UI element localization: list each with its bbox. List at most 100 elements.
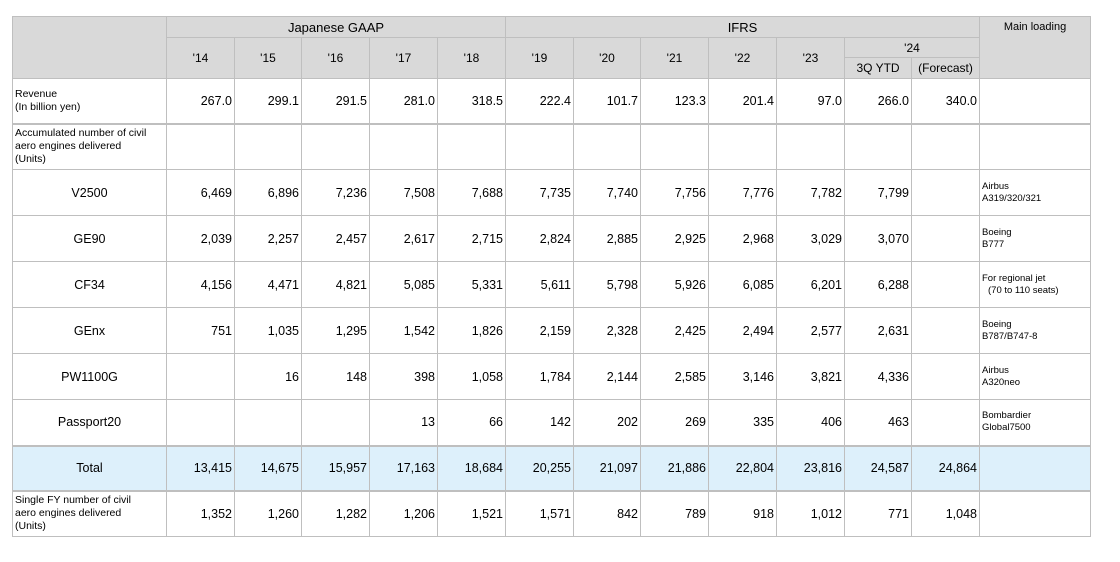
- revenue-value: 101.7: [573, 78, 641, 125]
- revenue-value: 299.1: [234, 78, 302, 125]
- engine-value: 398: [369, 353, 438, 400]
- single-fy-value: 1,282: [301, 490, 370, 537]
- engine-value: 5,798: [573, 261, 641, 308]
- engine-row: V2500 6,469 6,896 7,236 7,508 7,688 7,735 7,740…: [12, 169, 1091, 216]
- engine-value: 7,688: [437, 169, 506, 216]
- engine-value: 13: [369, 399, 438, 446]
- engine-value: 7,756: [640, 169, 709, 216]
- total-value: 21,097: [573, 444, 641, 492]
- engine-value: 2,585: [640, 353, 709, 400]
- engine-value: [911, 169, 980, 216]
- engine-row: CF34 4,156 4,471 4,821 5,085 5,331 5,611 5,798 5…: [12, 261, 1091, 308]
- engine-value: 751: [166, 307, 235, 354]
- engine-value: 7,735: [505, 169, 574, 216]
- revenue-label: Revenue (In billion yen): [12, 78, 167, 125]
- total-row: Total 13,415 14,675 15,957 17,163 18,684…: [12, 444, 1091, 492]
- single-fy-value: 842: [573, 490, 641, 537]
- main-loading-note: Airbus A319/320/321: [979, 169, 1091, 216]
- engine-name: CF34: [12, 261, 167, 308]
- engine-value: 16: [234, 353, 302, 400]
- engine-value: 1,784: [505, 353, 574, 400]
- single-fy-label: Single FY number of civil aero engines d…: [12, 490, 167, 537]
- engine-value: 7,508: [369, 169, 438, 216]
- engine-value: 2,144: [573, 353, 641, 400]
- engine-value: 5,331: [437, 261, 506, 308]
- engine-value: 5,926: [640, 261, 709, 308]
- total-value: 21,886: [640, 444, 709, 492]
- engine-name: GE90: [12, 215, 167, 262]
- total-value: 23,816: [776, 444, 845, 492]
- engine-name: GEnx: [12, 307, 167, 354]
- revenue-value: 267.0: [166, 78, 235, 125]
- engine-value: 2,715: [437, 215, 506, 262]
- total-value: 24,864: [911, 444, 980, 492]
- engine-value: 1,542: [369, 307, 438, 354]
- engine-value: 2,631: [844, 307, 912, 354]
- single-fy-value: 1,352: [166, 490, 235, 537]
- engine-name: Passport20: [12, 399, 167, 446]
- engine-value: 2,494: [708, 307, 777, 354]
- year-header: '16: [301, 37, 370, 79]
- engine-row: Passport20 13 66 142 202 269 335 406 463 Bombardi…: [12, 399, 1091, 446]
- engine-value: 3,146: [708, 353, 777, 400]
- engine-delivery-table: Japanese GAAP IFRS Main loading '14 '15 …: [12, 16, 1091, 537]
- engine-value: 2,159: [505, 307, 574, 354]
- engine-value: 6,201: [776, 261, 845, 308]
- year-24-header: '24: [844, 37, 980, 58]
- engine-value: [234, 399, 302, 446]
- engine-row: GEnx 751 1,035 1,295 1,542 1,826 2,159 2,328 2,4…: [12, 307, 1091, 354]
- revenue-value: 318.5: [437, 78, 506, 125]
- engine-value: 6,288: [844, 261, 912, 308]
- engine-value: 2,617: [369, 215, 438, 262]
- accumulated-label: Accumulated number of civil aero engines…: [12, 123, 167, 170]
- engine-value: 4,821: [301, 261, 370, 308]
- engine-value: 2,328: [573, 307, 641, 354]
- total-value: 20,255: [505, 444, 574, 492]
- single-fy-value: 1,571: [505, 490, 574, 537]
- main-loading-note: Bombardier Global7500: [979, 399, 1091, 446]
- year-header: '18: [437, 37, 506, 79]
- single-fy-value: 1,206: [369, 490, 438, 537]
- engine-name: PW1100G: [12, 353, 167, 400]
- engine-value: 7,776: [708, 169, 777, 216]
- engine-value: [166, 353, 235, 400]
- engine-value: 2,257: [234, 215, 302, 262]
- engine-value: 2,039: [166, 215, 235, 262]
- revenue-value: 340.0: [911, 78, 980, 125]
- engine-value: 2,968: [708, 215, 777, 262]
- engine-value: 2,824: [505, 215, 574, 262]
- engine-value: 1,058: [437, 353, 506, 400]
- year-header: '23: [776, 37, 845, 79]
- engine-name: V2500: [12, 169, 167, 216]
- engine-value: [911, 399, 980, 446]
- engine-value: 269: [640, 399, 709, 446]
- total-value: 24,587: [844, 444, 912, 492]
- engine-value: 1,035: [234, 307, 302, 354]
- engine-value: 66: [437, 399, 506, 446]
- gaap-header: Japanese GAAP: [166, 16, 506, 38]
- single-fy-value: 1,521: [437, 490, 506, 537]
- total-value: 18,684: [437, 444, 506, 492]
- single-fy-row: Single FY number of civil aero engines d…: [12, 490, 1091, 537]
- engine-value: 335: [708, 399, 777, 446]
- engine-value: 1,826: [437, 307, 506, 354]
- engine-value: 2,457: [301, 215, 370, 262]
- forecast-header: (Forecast): [911, 57, 980, 79]
- engine-value: 4,336: [844, 353, 912, 400]
- engine-value: 5,611: [505, 261, 574, 308]
- accumulated-header-row: Accumulated number of civil aero engines…: [12, 123, 1091, 170]
- engine-value: 7,740: [573, 169, 641, 216]
- year-header: '17: [369, 37, 438, 79]
- revenue-value: 281.0: [369, 78, 438, 125]
- engine-value: [911, 261, 980, 308]
- engine-value: 463: [844, 399, 912, 446]
- single-fy-value: 789: [640, 490, 709, 537]
- year-header: '22: [708, 37, 777, 79]
- engine-value: 5,085: [369, 261, 438, 308]
- engine-value: [301, 399, 370, 446]
- engine-value: 202: [573, 399, 641, 446]
- engine-value: 2,925: [640, 215, 709, 262]
- engine-value: [911, 215, 980, 262]
- engine-value: 406: [776, 399, 845, 446]
- engine-value: 7,236: [301, 169, 370, 216]
